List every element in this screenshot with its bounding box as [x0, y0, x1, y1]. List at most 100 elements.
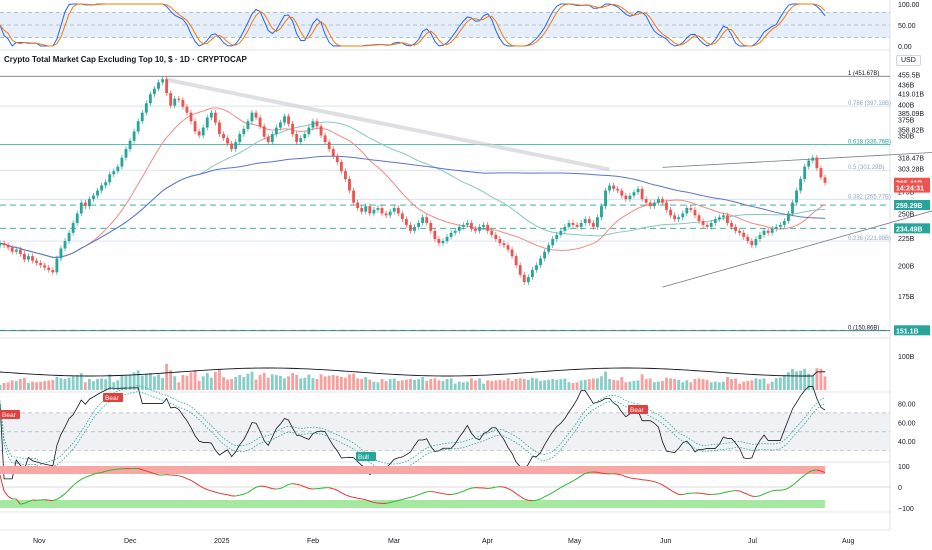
osc-segment — [320, 487, 326, 489]
candle — [274, 124, 278, 137]
candle-body — [669, 209, 672, 216]
candle-body — [433, 230, 437, 239]
candle-body — [10, 247, 14, 252]
volume-bar — [372, 381, 376, 390]
candle — [563, 224, 567, 234]
time-tick-label: Aug — [842, 538, 855, 545]
candle — [287, 113, 290, 127]
candle — [380, 205, 384, 217]
volume-bar — [112, 382, 116, 390]
volume-bar — [807, 373, 811, 390]
volume-bar — [291, 372, 295, 390]
candle — [372, 207, 376, 217]
candle — [258, 114, 262, 130]
volume-bar — [352, 373, 355, 390]
candle — [270, 131, 274, 145]
volume-bar — [604, 371, 607, 390]
volume-bar — [685, 380, 689, 390]
osc-segment — [767, 490, 773, 493]
candle-body — [51, 269, 55, 273]
price-tick-label: 350B — [898, 133, 915, 140]
candle-body — [201, 127, 205, 136]
osc-segment — [7, 495, 13, 500]
candle-body — [661, 199, 664, 203]
candle — [307, 124, 311, 137]
candle — [278, 119, 282, 131]
volume-bar — [35, 382, 38, 390]
osc-segment — [68, 485, 74, 491]
price-label-badge — [894, 223, 930, 234]
volume-bar — [189, 372, 193, 390]
candle-body — [270, 134, 274, 143]
volume-bar — [421, 377, 425, 390]
candle — [498, 236, 502, 246]
volume-bar — [433, 378, 437, 390]
volume-bar — [693, 379, 697, 390]
candle-body — [807, 160, 811, 167]
candle-body — [608, 185, 612, 191]
candle-body — [823, 177, 827, 183]
volume-bar — [144, 373, 148, 390]
candle — [486, 222, 490, 234]
candle — [738, 228, 742, 236]
volume-bar — [104, 379, 108, 390]
candle-body — [368, 206, 372, 214]
volume-bar — [132, 372, 136, 390]
volume-bar — [96, 379, 99, 390]
candle — [457, 224, 461, 234]
candle — [713, 216, 717, 226]
osc-segment — [698, 492, 704, 495]
candle — [681, 210, 685, 221]
volume-bar — [388, 379, 392, 390]
candle-body — [376, 207, 380, 210]
candle-body — [799, 179, 803, 191]
candle — [230, 140, 234, 152]
candle — [404, 216, 408, 228]
time-tick-label: May — [568, 538, 582, 545]
stoch-d-line — [0, 3, 826, 47]
candle — [811, 154, 815, 164]
volume-bar — [295, 375, 299, 390]
osc-segment — [337, 489, 342, 494]
candle-body — [470, 222, 473, 229]
osc-segment — [511, 490, 517, 494]
price-tick-label: 436B — [898, 82, 915, 89]
candle — [470, 220, 473, 232]
price-tick-label: 385.09B — [898, 111, 924, 118]
candle-body — [697, 215, 701, 222]
volume-bar — [738, 383, 742, 390]
candle — [579, 220, 583, 230]
osc-segment — [219, 492, 224, 495]
candle — [197, 128, 201, 139]
time-tick-label: Jun — [660, 538, 671, 545]
candle-body — [693, 209, 697, 216]
osc-segment — [76, 478, 82, 483]
volume-bar — [266, 377, 270, 390]
candle — [132, 128, 136, 144]
candle-body — [583, 219, 587, 223]
candle-body — [721, 215, 725, 218]
candle-body — [535, 265, 538, 270]
osc-segment — [585, 471, 590, 474]
price-label-text: 151.1B — [896, 328, 919, 335]
osc-segment — [394, 500, 399, 502]
volume-bar — [726, 377, 729, 390]
volume-bar — [453, 383, 457, 390]
volume-bar — [652, 382, 656, 390]
volume-bar — [490, 381, 494, 390]
candle — [205, 114, 209, 131]
candle-body — [681, 213, 685, 218]
fib-level-label: 0.786 (397.18B) — [848, 101, 891, 107]
osc-segment — [365, 499, 370, 502]
candle — [96, 187, 99, 199]
candle — [799, 176, 803, 194]
currency-button[interactable]: USD — [896, 55, 921, 66]
osc-segment — [154, 473, 159, 476]
time-tick-label: Jul — [748, 538, 757, 545]
candle — [689, 205, 693, 213]
candle-body — [22, 253, 26, 260]
osc-segment — [743, 492, 748, 495]
channel-lower-line — [662, 210, 932, 288]
volume-bar — [193, 370, 197, 390]
candle — [283, 113, 286, 126]
